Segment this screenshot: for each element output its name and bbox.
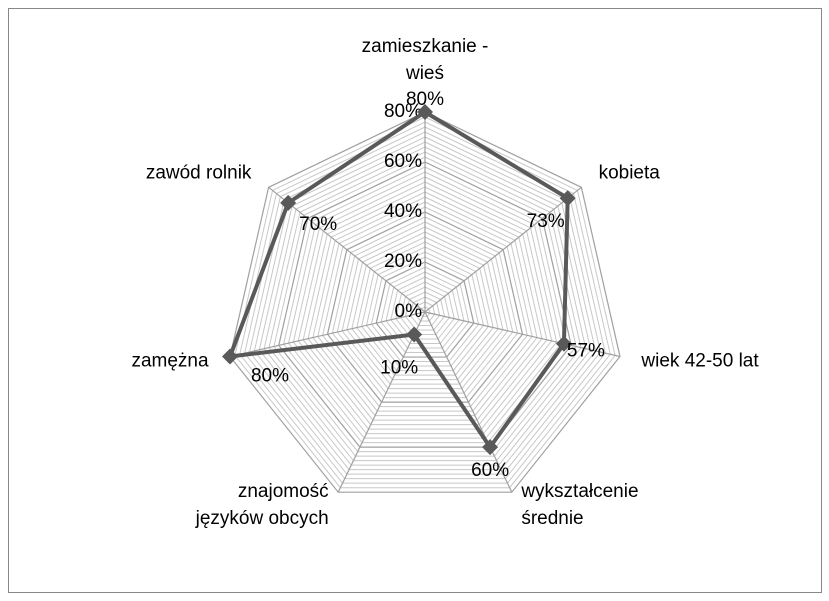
- minor-grid: [400, 286, 450, 336]
- category-label: wiek 42-50 lat: [640, 350, 759, 371]
- y-tick-label: 60%: [384, 151, 422, 172]
- minor-grid: [351, 236, 499, 381]
- spoke: [424, 311, 513, 493]
- data-label: 57%: [567, 341, 605, 362]
- minor-grid: [346, 231, 504, 385]
- minor-grid: [341, 226, 509, 390]
- minor-grid: [283, 166, 567, 444]
- data-label: 73%: [527, 211, 565, 232]
- minor-grid: [356, 241, 494, 376]
- spoke: [268, 186, 426, 313]
- data-point: [417, 104, 433, 120]
- series-line: [228, 110, 570, 450]
- data-point: [406, 326, 423, 343]
- minor-grid: [317, 201, 533, 412]
- minor-grid: [302, 186, 548, 426]
- minor-grid: [287, 171, 563, 439]
- minor-grid: [322, 206, 528, 408]
- minor-grid: [361, 246, 489, 372]
- minor-grid: [258, 141, 592, 466]
- data-label: 60%: [471, 460, 509, 481]
- minor-grid: [414, 301, 436, 322]
- minor-grid: [292, 176, 558, 435]
- spoke: [337, 311, 426, 493]
- y-tick-label: 20%: [384, 251, 422, 272]
- spoke: [229, 311, 426, 358]
- category-label: wykształcenie średnie: [520, 481, 638, 529]
- minor-grid: [390, 276, 460, 345]
- minor-grid: [419, 306, 431, 318]
- data-point: [222, 348, 239, 365]
- y-tick-label: 0%: [395, 301, 423, 322]
- grid-ring: [375, 261, 475, 358]
- data-point: [482, 439, 499, 456]
- minor-grid: [409, 296, 441, 327]
- y-tick-label: 40%: [384, 201, 422, 222]
- category-label: zawód rolnik: [146, 163, 252, 184]
- minor-grid: [307, 191, 543, 421]
- minor-grid: [244, 126, 606, 480]
- grid-ring: [326, 211, 524, 403]
- grid-ring: [278, 161, 572, 448]
- category-label: znajomość języków obcych: [195, 481, 329, 529]
- minor-grid: [312, 196, 538, 417]
- minor-grid: [336, 221, 514, 394]
- category-label: zamężna: [131, 350, 209, 371]
- spoke: [424, 311, 621, 358]
- minor-grid: [331, 216, 519, 399]
- minor-grid: [395, 281, 455, 340]
- data-point: [559, 190, 576, 207]
- data-point: [555, 335, 572, 352]
- data-label: 80%: [406, 89, 444, 110]
- y-tick-label: 80%: [384, 101, 422, 122]
- category-label: kobieta: [599, 163, 661, 184]
- minor-grid: [370, 256, 480, 363]
- data-label: 70%: [299, 214, 337, 235]
- minor-grid: [263, 146, 587, 462]
- minor-grid: [404, 291, 446, 331]
- data-label: 80%: [251, 366, 289, 387]
- minor-grid: [239, 121, 611, 484]
- data-point: [280, 194, 297, 211]
- minor-grid: [268, 151, 582, 457]
- spoke: [424, 186, 582, 313]
- chart-frame: [8, 8, 822, 593]
- minor-grid: [365, 251, 485, 367]
- minor-grid: [273, 156, 577, 453]
- data-label: 10%: [380, 358, 418, 379]
- category-label: zamieszkanie -wieś: [362, 36, 489, 84]
- grid-ring: [229, 111, 621, 493]
- minor-grid: [234, 116, 616, 489]
- minor-grid: [297, 181, 553, 430]
